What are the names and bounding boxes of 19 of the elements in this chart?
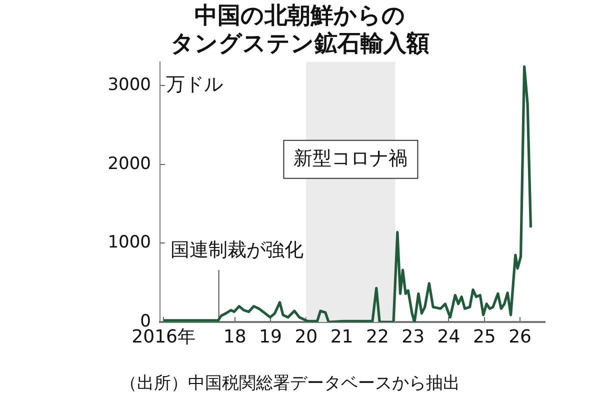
y-tick-label: 1000 (108, 232, 151, 253)
x-tick-label: 21 (330, 326, 354, 348)
x-tick-label: 22 (366, 326, 389, 348)
chart-title: 中国の北朝鮮からの (194, 2, 406, 30)
x-tick-label: 19 (259, 326, 282, 348)
chart-subtitle: タングステン鉱石輸入額 (170, 30, 430, 58)
band-label: 新型コロナ禍 (294, 147, 408, 170)
ref-line-label: 国連制裁が強化 (170, 239, 304, 262)
x-tick-label: 23 (402, 326, 425, 348)
x-tick-label: 20 (294, 326, 318, 348)
x-tick-label: 18 (223, 326, 246, 348)
x-tick-label: 26 (508, 326, 532, 348)
y-tick-label: 3000 (108, 75, 151, 96)
x-tick-label: 25 (472, 326, 496, 348)
x-tick-label: 2016年 (132, 326, 196, 348)
y-tick-label: 2000 (108, 154, 151, 174)
x-tick-label: 24 (437, 326, 460, 348)
text: （出所）中国税関総署データベースから抽出 (120, 373, 460, 394)
y-axis-title: 万ドル (166, 74, 223, 96)
